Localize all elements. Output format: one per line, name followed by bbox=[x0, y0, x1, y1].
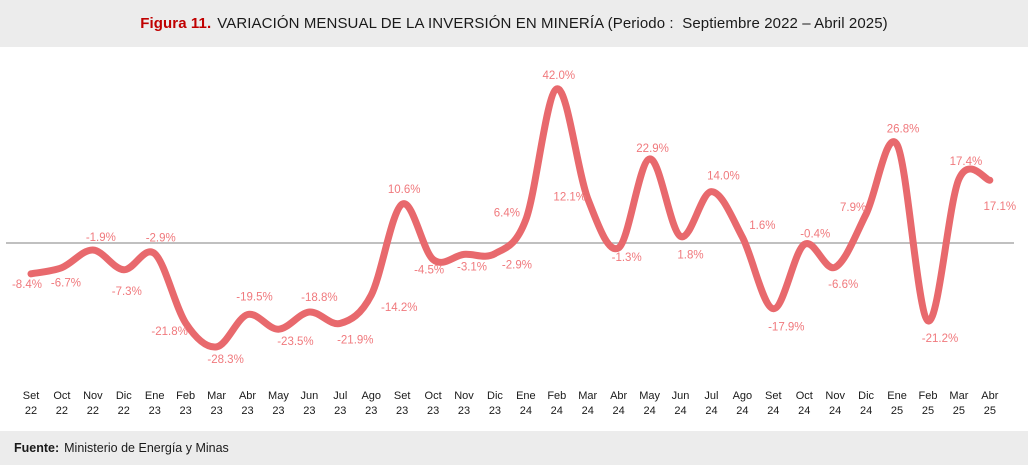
page-title: Figura 11. VARIACIÓN MENSUAL DE LA INVERS… bbox=[140, 15, 888, 32]
figure-number-label: Figura 11. bbox=[140, 15, 212, 32]
data-point-label: -21.2% bbox=[922, 333, 958, 345]
data-point-label: 22.9% bbox=[636, 143, 669, 155]
data-point-label: 1.8% bbox=[677, 249, 703, 261]
data-point-label: 1.6% bbox=[749, 220, 775, 232]
data-point-label: -8.4% bbox=[12, 279, 42, 291]
x-axis-label: Dic 24 bbox=[858, 390, 874, 417]
data-point-label: -23.5% bbox=[277, 336, 313, 348]
x-axis-label: Mar 25 bbox=[949, 390, 968, 417]
data-point-label: -21.9% bbox=[337, 334, 373, 346]
x-axis-label: Ago 24 bbox=[733, 390, 753, 417]
x-axis-label: Dic 23 bbox=[487, 390, 503, 417]
data-point-label: 7.9% bbox=[840, 202, 866, 214]
x-axis-label: Dic 22 bbox=[116, 390, 132, 417]
x-axis-label: Mar 24 bbox=[578, 390, 597, 417]
data-point-label: -4.5% bbox=[414, 265, 444, 277]
data-point-label: 17.4% bbox=[950, 156, 983, 168]
data-point-label: -0.4% bbox=[800, 228, 830, 240]
data-point-label: 12.1% bbox=[553, 192, 586, 204]
data-point-label: 14.0% bbox=[707, 171, 740, 183]
x-axis-label: Set 24 bbox=[765, 390, 782, 417]
data-point-label: -28.3% bbox=[207, 354, 243, 366]
x-axis-label: Set 22 bbox=[23, 390, 40, 417]
x-axis-label: Feb 23 bbox=[176, 390, 195, 417]
x-axis-label: Ago 23 bbox=[361, 390, 381, 417]
x-axis-label: Nov 22 bbox=[83, 390, 103, 417]
x-axis-label: Jul 24 bbox=[704, 390, 718, 417]
source-text: Ministerio de Energía y Minas bbox=[64, 441, 229, 455]
x-axis-label: Mar 23 bbox=[207, 390, 226, 417]
data-point-label: -6.7% bbox=[51, 278, 81, 290]
data-point-label: -2.9% bbox=[502, 260, 532, 272]
data-point-label: 26.8% bbox=[887, 124, 920, 136]
data-point-label: -19.5% bbox=[236, 292, 272, 304]
x-axis-label: May 24 bbox=[639, 390, 660, 417]
x-axis-label: Feb 25 bbox=[918, 390, 937, 417]
data-point-label: -7.3% bbox=[112, 286, 142, 298]
x-axis-label: Abr 24 bbox=[610, 390, 627, 417]
data-point-label: -2.9% bbox=[146, 233, 176, 245]
x-axis-label: May 23 bbox=[268, 390, 289, 417]
data-point-label: 42.0% bbox=[543, 70, 576, 82]
data-point-label: -1.3% bbox=[612, 252, 642, 264]
x-axis-label: Abr 23 bbox=[239, 390, 256, 417]
data-point-label: -21.8% bbox=[151, 326, 187, 338]
x-axis-label: Jul 23 bbox=[333, 390, 347, 417]
figure-title-bar: Figura 11. VARIACIÓN MENSUAL DE LA INVERS… bbox=[0, 0, 1028, 47]
x-axis-label: Abr 25 bbox=[981, 390, 998, 417]
data-point-label: -6.6% bbox=[828, 279, 858, 291]
data-point-label: -17.9% bbox=[768, 322, 804, 334]
data-point-label: -14.2% bbox=[381, 302, 417, 314]
source-bar: Fuente: Ministerio de Energía y Minas bbox=[0, 431, 1028, 465]
x-axis-label: Oct 24 bbox=[796, 390, 813, 417]
x-axis-label: Oct 22 bbox=[53, 390, 70, 417]
x-axis-label: Nov 23 bbox=[454, 390, 474, 417]
figure-title-text: VARIACIÓN MENSUAL DE LA INVERSIÓN EN MIN… bbox=[217, 15, 888, 32]
data-point-label: -18.8% bbox=[301, 292, 337, 304]
x-axis-label: Jun 23 bbox=[300, 390, 318, 417]
source-label: Fuente: bbox=[14, 441, 60, 455]
x-axis-label: Jun 24 bbox=[672, 390, 690, 417]
x-axis-label: Ene 24 bbox=[516, 390, 536, 417]
x-axis-label: Set 23 bbox=[394, 390, 411, 417]
data-point-label: -1.9% bbox=[86, 232, 116, 244]
x-axis-label: Ene 25 bbox=[887, 390, 907, 417]
data-point-label: 10.6% bbox=[388, 184, 421, 196]
data-point-label: 6.4% bbox=[494, 208, 520, 220]
x-axis-label: Nov 24 bbox=[825, 390, 845, 417]
x-axis-label: Oct 23 bbox=[425, 390, 442, 417]
trend-line bbox=[27, 85, 994, 351]
x-axis-label: Feb 24 bbox=[547, 390, 566, 417]
x-axis-label: Ene 23 bbox=[145, 390, 165, 417]
data-point-label: 17.1% bbox=[984, 201, 1017, 213]
data-point-label: -3.1% bbox=[457, 261, 487, 273]
